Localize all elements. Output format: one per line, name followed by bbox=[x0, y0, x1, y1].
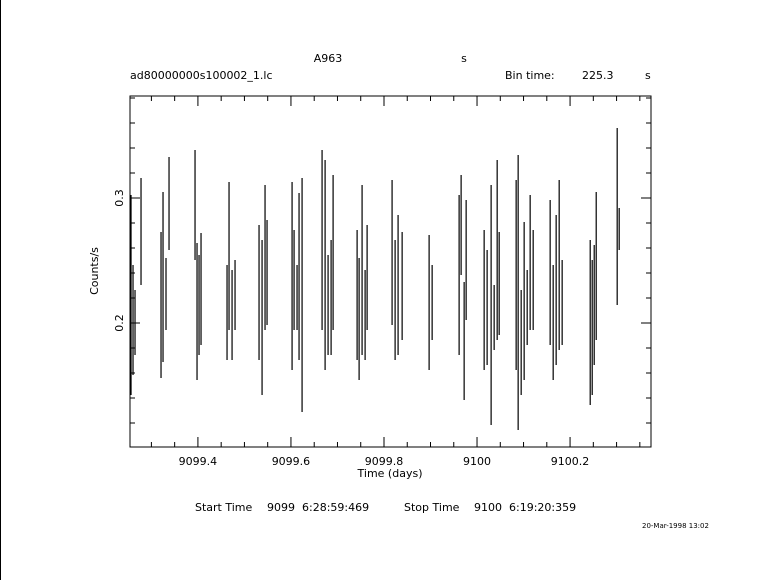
bin-time: 225.3 bbox=[582, 69, 614, 82]
start-label: Start Time bbox=[195, 501, 253, 514]
y-tick-label: 0.2 bbox=[113, 314, 126, 332]
x-tick-label: 9099.6 bbox=[272, 455, 311, 468]
stop-label: Stop Time bbox=[404, 501, 460, 514]
y-axis-label: Counts/s bbox=[88, 247, 101, 295]
x-tick-label: 9100.2 bbox=[551, 455, 590, 468]
stop-day: 9100 bbox=[474, 501, 502, 514]
file-name: ad80000000s100002_1.lc bbox=[130, 69, 273, 82]
start-time: 6:28:59:469 bbox=[302, 501, 369, 514]
x-tick-label: 9100 bbox=[463, 455, 491, 468]
title-unit: s bbox=[461, 52, 467, 65]
start-day: 9099 bbox=[267, 501, 295, 514]
date-stamp: 20-Mar-1998 13:02 bbox=[642, 522, 709, 530]
x-axis-label: Time (days) bbox=[357, 467, 423, 480]
bin-time-label: Bin time: bbox=[505, 69, 555, 82]
x-tick-label: 9099.8 bbox=[365, 455, 404, 468]
y-tick-label: 0.3 bbox=[113, 189, 126, 207]
plot-frame bbox=[129, 95, 652, 448]
bin-time-unit: s bbox=[645, 69, 651, 82]
stop-time: 6:19:20:359 bbox=[509, 501, 576, 514]
chart-title: A963 bbox=[314, 52, 343, 65]
x-tick-label: 9099.4 bbox=[179, 455, 218, 468]
